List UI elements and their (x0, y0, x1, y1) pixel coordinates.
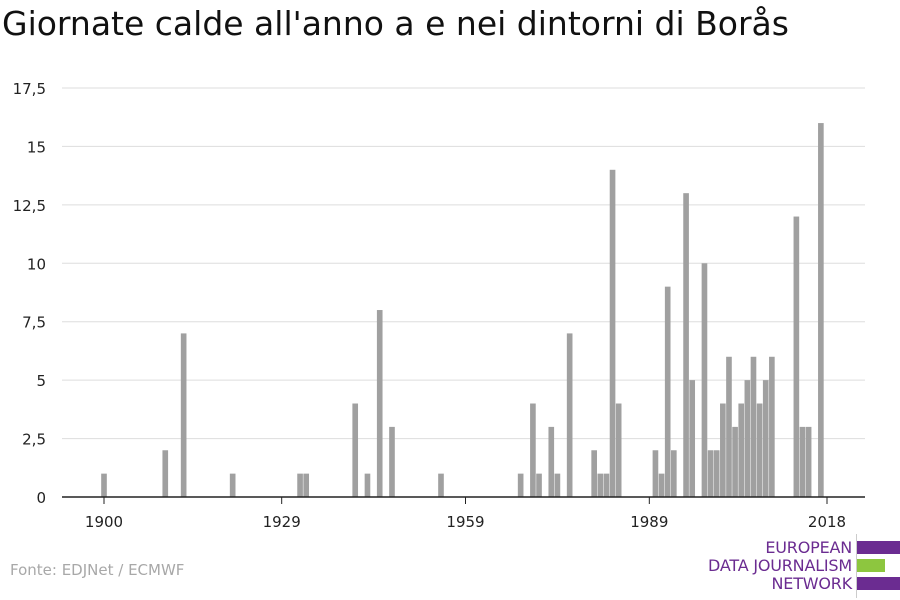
edjnet-logo: EUROPEAN DATA JOURNALISM NETWORK (700, 534, 900, 600)
bar (726, 356, 732, 497)
bar (701, 263, 708, 497)
x-tick-label: 2018 (808, 513, 846, 531)
logo-text-line-3: NETWORK (771, 574, 853, 593)
y-tick-label: 15 (27, 138, 46, 156)
logo-bar-purple-bottom (857, 577, 900, 590)
bar (713, 450, 720, 497)
bar (671, 450, 677, 497)
y-tick-label: 7,5 (22, 314, 46, 332)
y-tick-labels: 0 2,5 5 7,5 10 12,5 15 17,5 (13, 80, 46, 507)
y-tick-label: 2,5 (22, 431, 46, 449)
bar (658, 473, 665, 497)
source-note: Fonte: EDJNet / ECMWF (10, 561, 185, 579)
bar (738, 403, 745, 497)
bar (180, 333, 187, 497)
bar (720, 403, 726, 497)
bar (652, 450, 659, 497)
bar (664, 286, 671, 497)
bar (609, 169, 616, 498)
logo-text-line-2: DATA JOURNALISM (708, 556, 852, 575)
bar (683, 193, 689, 498)
x-tick-label: 1929 (263, 513, 301, 531)
logo-text-line-1: EUROPEAN (765, 538, 852, 557)
bar (615, 403, 622, 497)
y-tick-label: 10 (27, 255, 46, 273)
x-tick-label: 1959 (446, 513, 484, 531)
bar (756, 403, 763, 497)
x-tick-label: 1900 (85, 513, 123, 531)
bar (297, 473, 303, 497)
grid-lines (62, 87, 865, 440)
bar (744, 380, 751, 497)
bar (591, 450, 597, 497)
bar (162, 450, 169, 497)
y-tick-label: 17,5 (13, 80, 46, 98)
bar (530, 403, 536, 497)
bar (597, 473, 604, 497)
x-tick-label: 1989 (630, 513, 668, 531)
bars (101, 123, 824, 498)
bar (101, 473, 107, 497)
bar (364, 473, 371, 497)
logo-divider (856, 534, 857, 598)
bar (762, 380, 769, 497)
bar (707, 450, 714, 497)
bar (438, 473, 444, 497)
bar (769, 356, 775, 497)
bar (603, 473, 610, 497)
bar (805, 426, 812, 497)
bar (376, 310, 383, 497)
bar (732, 426, 738, 497)
bar (389, 426, 395, 497)
x-tick-labels: 1900 1929 1959 1989 2018 (85, 513, 846, 531)
bar (554, 473, 561, 497)
axes (62, 496, 865, 504)
y-tick-label: 0 (36, 489, 46, 507)
bar (548, 426, 555, 497)
bar (799, 426, 806, 497)
bar (689, 380, 696, 497)
logo-bar-green (857, 559, 885, 572)
bar (229, 473, 236, 497)
y-tick-label: 12,5 (13, 197, 46, 215)
bar (352, 403, 359, 497)
logo-bar-purple-top (857, 541, 900, 554)
chart-title: Giornate calde all'anno a e nei dintorni… (2, 4, 789, 43)
y-tick-label: 5 (36, 372, 46, 390)
bar (566, 333, 573, 497)
bar (793, 216, 800, 498)
bar (303, 473, 310, 497)
bar (750, 356, 757, 497)
bar (536, 473, 542, 497)
bar (517, 473, 524, 497)
bar (818, 123, 824, 497)
